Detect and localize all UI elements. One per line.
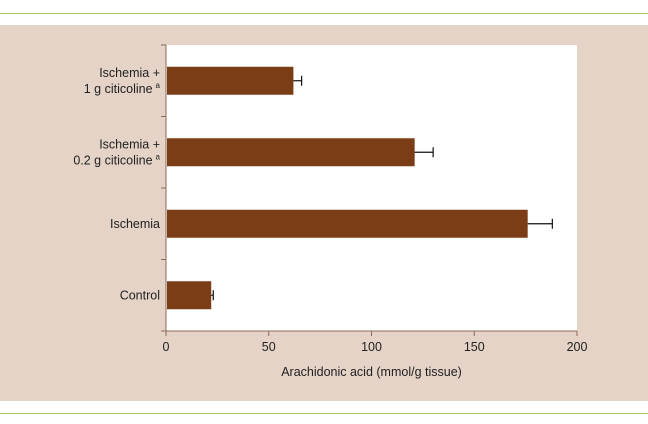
x-tick-label: 100	[361, 340, 382, 354]
bar	[167, 281, 212, 310]
category-superscript: a	[156, 152, 161, 161]
top-rule	[0, 13, 648, 14]
x-tick-label: 150	[464, 340, 485, 354]
category-label: 0.2 g citicoline a	[73, 152, 160, 167]
x-tick-label: 50	[262, 340, 276, 354]
category-label: Ischemia +	[99, 66, 160, 80]
bar	[167, 209, 528, 238]
x-tick-label: 200	[567, 340, 588, 354]
category-label: Ischemia	[110, 217, 160, 231]
category-label: Ischemia +	[99, 137, 160, 151]
category-label: Control	[120, 288, 160, 302]
x-tick-label: 0	[163, 340, 170, 354]
bar	[167, 138, 415, 167]
category-label: 1 g citicoline a	[84, 81, 161, 96]
x-axis-title: Arachidonic acid (mmol/g tissue)	[281, 365, 462, 379]
bottom-rule	[0, 413, 648, 414]
bar	[167, 66, 294, 95]
category-superscript: a	[156, 81, 161, 90]
